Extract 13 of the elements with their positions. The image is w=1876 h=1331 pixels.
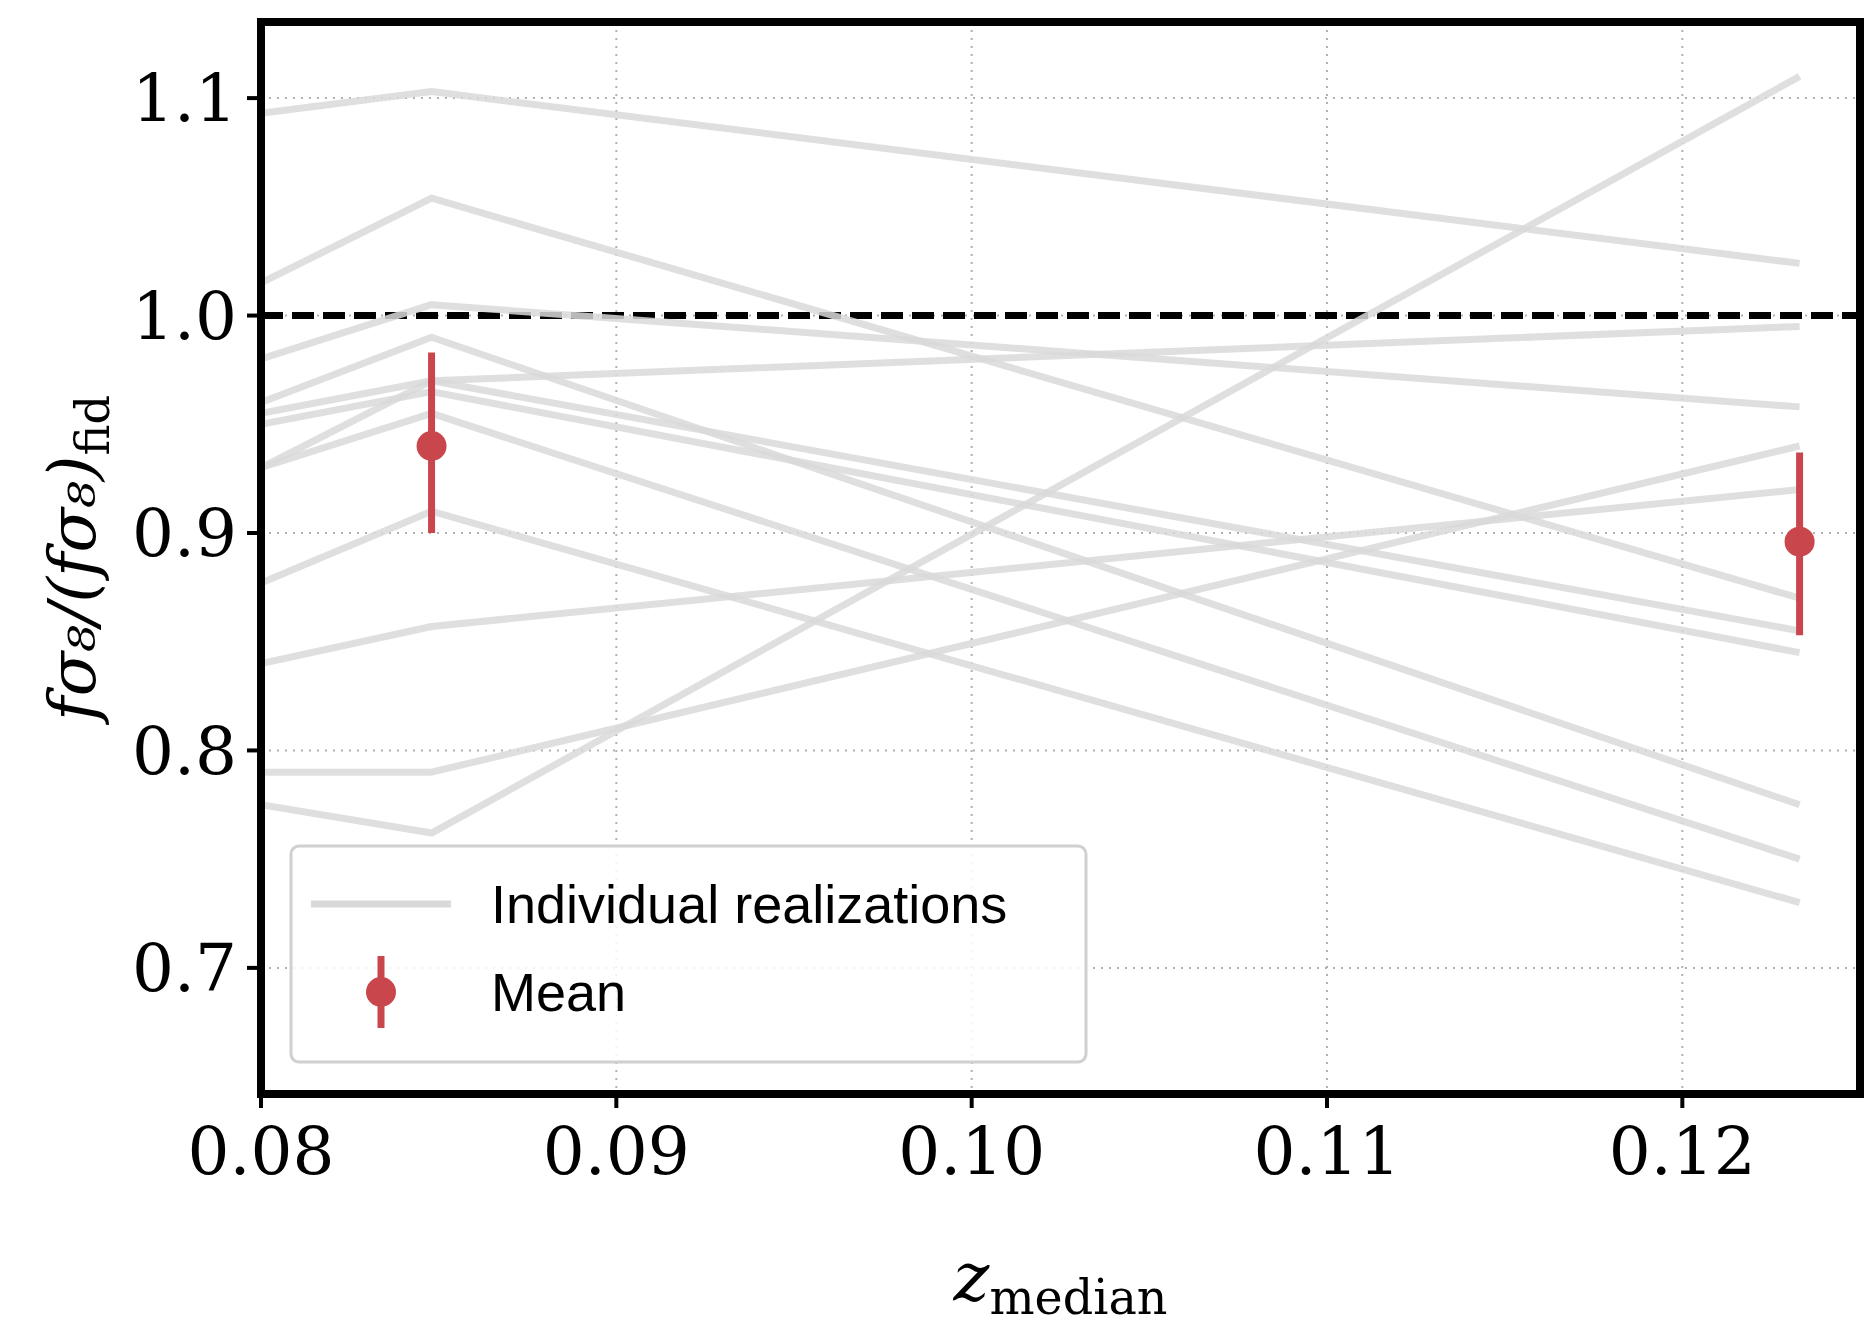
legend-label: Individual realizations bbox=[491, 873, 1008, 934]
x-axis-title: z$_{median}$ bbox=[952, 1237, 1168, 1326]
x-tick-label: 0.08 bbox=[187, 1113, 335, 1190]
x-tick-label: 0.09 bbox=[542, 1113, 690, 1190]
x-tick-label: 0.10 bbox=[898, 1113, 1046, 1190]
y-tick-label: 0.7 bbox=[132, 929, 237, 1007]
y-tick-label: 0.9 bbox=[132, 495, 237, 573]
y-tick-label: 0.8 bbox=[132, 712, 237, 790]
x-tick-label: 0.12 bbox=[1608, 1113, 1756, 1190]
x-tick-label: 0.11 bbox=[1253, 1113, 1401, 1190]
legend-label: Mean bbox=[491, 961, 627, 1022]
y-tick-label: 1.0 bbox=[132, 277, 237, 355]
y-tick-label: 1.1 bbox=[132, 60, 237, 138]
